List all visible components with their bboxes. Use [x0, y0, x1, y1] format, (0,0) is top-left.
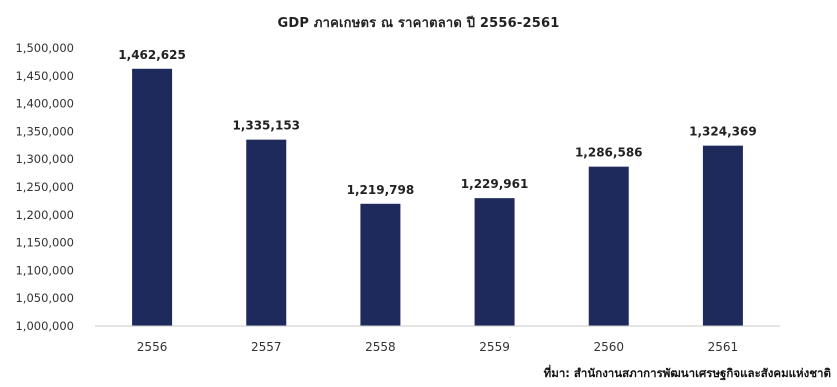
y-tick-label: 1,200,000: [15, 208, 74, 222]
bar-2558: [360, 203, 401, 326]
x-tick-label: 2556: [137, 340, 168, 354]
y-tick-label: 1,150,000: [15, 236, 74, 250]
x-tick-label: 2557: [251, 340, 282, 354]
x-tick-label: 2558: [365, 340, 396, 354]
x-tick-label: 2559: [479, 340, 510, 354]
bar-2557: [246, 139, 287, 326]
y-tick-label: 1,050,000: [15, 291, 74, 305]
source-note: ที่มา: สำนักงานสภาการพัฒนาเศรษฐกิจและสัง…: [543, 366, 831, 380]
bar-2556: [132, 68, 173, 326]
data-label: 1,335,153: [232, 119, 300, 133]
y-tick-label: 1,350,000: [15, 124, 74, 138]
data-label: 1,219,798: [347, 183, 415, 197]
x-tick-label: 2560: [593, 340, 624, 354]
y-tick-label: 1,000,000: [15, 319, 74, 333]
bars: [132, 68, 743, 326]
bar-2560: [588, 166, 629, 326]
data-label: 1,462,625: [118, 48, 186, 62]
y-axis: 1,000,000 1,050,000 1,100,000 1,150,000 1,20…: [15, 41, 74, 333]
y-tick-label: 1,450,000: [15, 69, 74, 83]
y-tick-label: 1,500,000: [15, 41, 74, 55]
chart-title: GDP ภาคเกษตร ณ ราคาตลาด ปี 2556-2561: [277, 16, 560, 31]
data-labels: 1,462,625 1,335,153 1,219,798 1,229,961 1,28…: [118, 48, 756, 197]
data-label: 1,324,369: [689, 125, 757, 139]
y-tick-label: 1,300,000: [15, 152, 74, 166]
y-tick-label: 1,100,000: [15, 263, 74, 277]
x-axis: 2556 2557 2558 2559 2560 2561: [95, 325, 780, 354]
y-tick-label: 1,400,000: [15, 97, 74, 111]
y-tick-label: 1,250,000: [15, 180, 74, 194]
bar-chart: 1,000,000 1,050,000 1,100,000 1,150,000 1,20…: [15, 41, 780, 354]
bar-2561: [702, 145, 743, 326]
data-label: 1,229,961: [461, 177, 529, 191]
data-label: 1,286,586: [575, 146, 643, 160]
bar-2559: [474, 198, 515, 326]
x-tick-label: 2561: [708, 340, 739, 354]
